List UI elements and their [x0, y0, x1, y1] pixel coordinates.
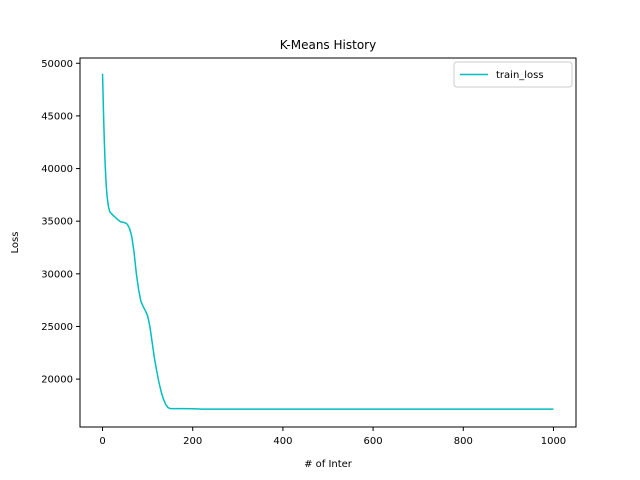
y-axis-label: Loss [10, 232, 21, 254]
chart-title: K-Means History [280, 38, 376, 52]
series-line-train_loss [101, 73, 554, 410]
legend-label: train_loss [496, 70, 544, 81]
y-tick-label: 25000 [41, 322, 73, 333]
legend: train_loss [453, 61, 573, 88]
x-tick-label: 800 [454, 436, 473, 447]
y-tick-label: 45000 [41, 111, 73, 122]
y-tick-label: 20000 [41, 375, 73, 386]
legend-box [453, 61, 573, 88]
y-tick-label: 35000 [41, 217, 73, 228]
plot-frame [79, 57, 577, 428]
plot-area [79, 57, 577, 428]
y-tick-label: 30000 [41, 269, 73, 280]
x-tick-label: 400 [273, 436, 292, 447]
y-tick-label: 50000 [41, 59, 73, 70]
x-axis-label: # of Inter [304, 459, 353, 470]
x-tick-label: 1000 [541, 436, 566, 447]
x-tick-label: 0 [99, 436, 105, 447]
x-tick-label: 200 [183, 436, 202, 447]
x-axis: 0 200 400 600 800 1000 [99, 427, 566, 447]
x-tick-label: 600 [364, 436, 383, 447]
y-tick-label: 40000 [41, 164, 73, 175]
y-axis: 20000 25000 30000 35000 40000 45000 50000 [41, 59, 80, 386]
